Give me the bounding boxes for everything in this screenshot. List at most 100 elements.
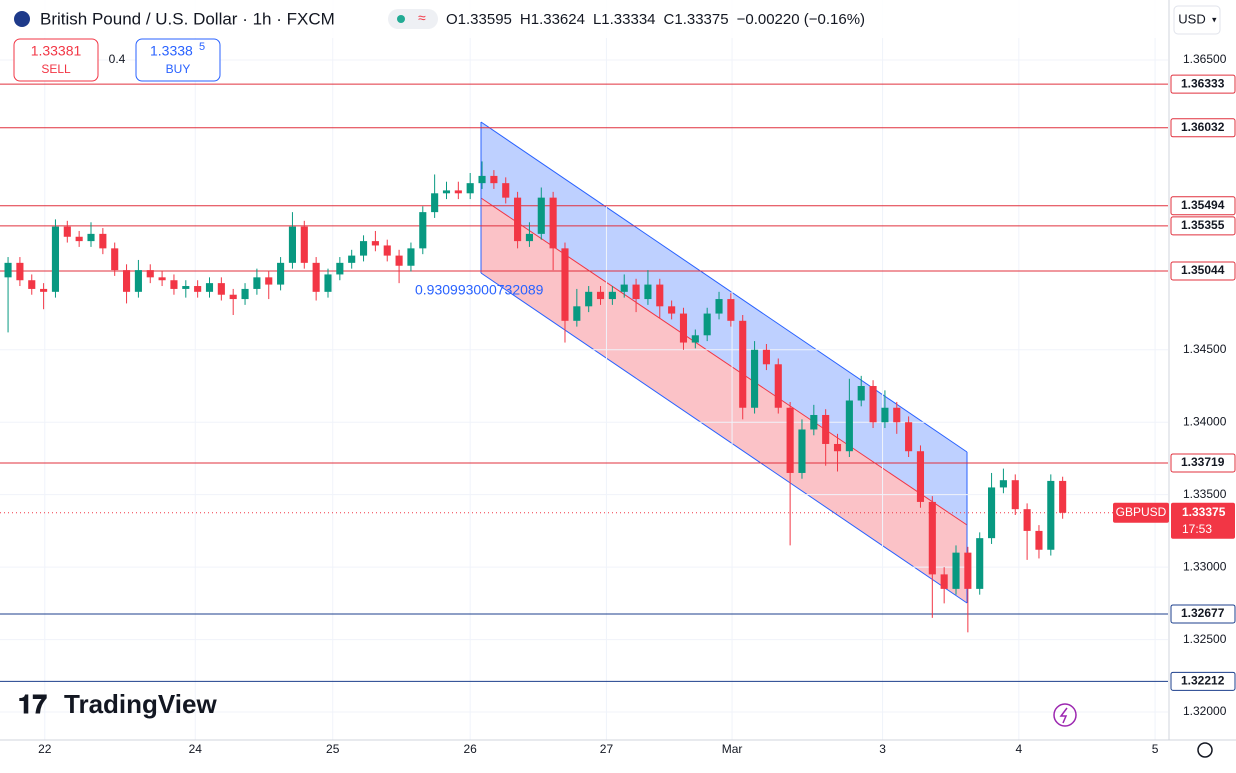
channel-label: 0.930993000732089 <box>415 282 544 298</box>
ohlc-value: L1.33334 <box>593 11 656 28</box>
level-label-box <box>1170 196 1236 216</box>
candle-body <box>893 407 901 423</box>
price-tag <box>1171 502 1235 539</box>
x-tick-label: 27 <box>600 742 614 756</box>
status-pill <box>388 9 438 29</box>
y-tick-label: 1.34500 <box>1183 342 1227 356</box>
alert-icon[interactable] <box>1053 703 1077 727</box>
candle-body <box>407 248 415 266</box>
candle-body <box>28 280 36 289</box>
sell-price: 1.33381 <box>31 43 82 59</box>
candle-body <box>431 193 439 213</box>
price-tag-value: 1.33375 <box>1182 505 1226 519</box>
currency-button[interactable] <box>1173 5 1221 35</box>
ohlc-value: O1.33595 <box>446 11 512 28</box>
candle-body <box>537 197 545 234</box>
candle-body <box>312 262 320 292</box>
y-tick-label: 1.36500 <box>1183 52 1227 66</box>
sell-button[interactable] <box>13 38 99 82</box>
symbol-tag-text: GBPUSD <box>1116 505 1167 519</box>
logo-mark: 𝟏𝟕 <box>18 689 47 719</box>
candle-body <box>99 233 107 249</box>
brand: TradingView <box>64 689 217 719</box>
price-tag-countdown: 17:53 <box>1182 522 1212 536</box>
candle-body <box>371 241 379 246</box>
candle-body <box>205 283 214 292</box>
time-axis: 22 24 25 26 27 Mar 3 4 5 <box>38 742 1159 756</box>
level-label: 1.35044 <box>1181 263 1225 277</box>
level-label: 1.35494 <box>1181 198 1225 212</box>
candle-body <box>502 183 510 198</box>
candle-body <box>549 197 557 249</box>
settings-icon[interactable] <box>1197 742 1213 758</box>
symbol-title[interactable]: British Pound / U.S. Dollar · 1h · FXCM <box>40 9 335 28</box>
candle-body <box>122 270 131 292</box>
candle-body <box>1059 480 1067 513</box>
flag-icon <box>14 11 30 27</box>
level-label-box <box>1170 74 1236 94</box>
candle-body <box>727 299 735 321</box>
level-label: 1.36032 <box>1181 120 1225 134</box>
level-label: 1.32212 <box>1181 673 1225 687</box>
candle-body <box>300 226 308 263</box>
y-tick-label: 1.34000 <box>1183 414 1227 428</box>
candle-body <box>336 262 344 275</box>
candle-body <box>691 335 699 343</box>
level-label-box <box>1170 118 1236 138</box>
candle-body <box>656 284 664 307</box>
candle-body <box>905 422 913 452</box>
candle-body <box>158 277 166 281</box>
candle-body <box>1023 509 1031 531</box>
candle-body <box>16 262 24 281</box>
candle-body <box>679 313 688 343</box>
market-open-dot <box>397 15 405 23</box>
candle-body <box>881 407 889 423</box>
level-label-box <box>1170 671 1236 691</box>
y-tick-label: 1.32000 <box>1183 704 1227 718</box>
candle-body <box>988 487 996 539</box>
currency-caret: ▾ <box>1212 14 1217 24</box>
candles <box>4 161 1067 633</box>
candle-body <box>75 236 83 242</box>
buy-button[interactable] <box>135 38 221 82</box>
candle-body <box>964 552 972 589</box>
wave-icon: ≈ <box>418 10 426 26</box>
candle-body <box>940 574 948 589</box>
level-label-box <box>1170 216 1236 236</box>
candle-body <box>241 288 249 300</box>
candle-body <box>751 349 759 408</box>
x-tick-label: 4 <box>1015 742 1022 756</box>
x-tick-label: 24 <box>189 742 203 756</box>
spread: 0.4 <box>109 52 126 66</box>
level-label: 1.33719 <box>1181 455 1225 469</box>
candle-body <box>596 291 605 300</box>
candle-body <box>573 306 581 321</box>
price-axis-bg <box>1169 0 1236 768</box>
ohlc-value: H1.33624 <box>520 11 585 28</box>
sell-label: SELL <box>41 62 71 76</box>
candle-body <box>845 400 853 452</box>
channel-lower <box>481 198 967 603</box>
currency[interactable]: USD <box>1178 11 1205 26</box>
candle-body <box>620 284 628 292</box>
x-tick-label: 26 <box>464 742 478 756</box>
candle-body <box>999 480 1007 488</box>
candle-body <box>786 407 794 473</box>
candle-body <box>608 291 616 300</box>
candle-body <box>253 277 261 289</box>
ohlc-value: C1.33375 <box>664 11 729 28</box>
y-tick-label: 1.33500 <box>1183 487 1227 501</box>
candle-body <box>419 212 427 249</box>
candle-body <box>585 291 593 307</box>
candle-body <box>952 552 960 589</box>
candle-body <box>87 233 95 242</box>
candle-body <box>1047 480 1055 550</box>
candle-body <box>490 175 498 184</box>
candle-body <box>277 262 285 285</box>
candle-body <box>703 313 711 336</box>
buy-label: BUY <box>166 62 191 76</box>
candle-body <box>1035 530 1043 550</box>
candle-body <box>916 451 925 502</box>
